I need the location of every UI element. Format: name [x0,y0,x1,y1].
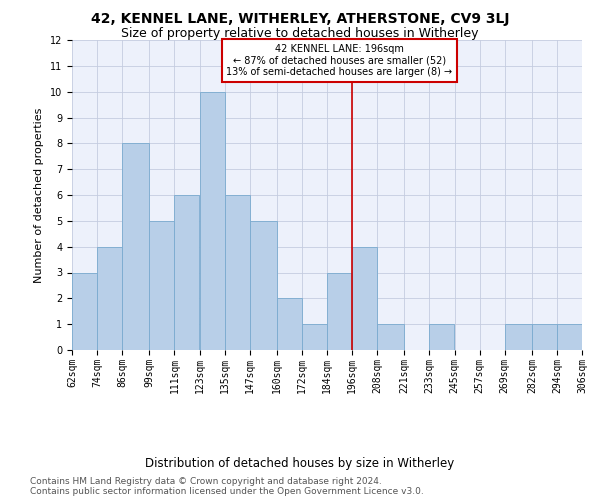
Bar [557,324,582,350]
Bar [149,221,175,350]
Bar [505,324,532,350]
Text: Size of property relative to detached houses in Witherley: Size of property relative to detached ho… [121,28,479,40]
Text: Contains HM Land Registry data © Crown copyright and database right 2024.: Contains HM Land Registry data © Crown c… [30,478,382,486]
Bar [352,246,377,350]
Text: Distribution of detached houses by size in Witherley: Distribution of detached houses by size … [145,458,455,470]
Bar [224,195,250,350]
Bar [327,272,352,350]
Y-axis label: Number of detached properties: Number of detached properties [34,108,44,282]
Bar [302,324,327,350]
Bar [377,324,404,350]
Bar [532,324,557,350]
Bar [175,195,199,350]
Bar [97,246,122,350]
Text: 42, KENNEL LANE, WITHERLEY, ATHERSTONE, CV9 3LJ: 42, KENNEL LANE, WITHERLEY, ATHERSTONE, … [91,12,509,26]
Bar [122,144,149,350]
Bar [72,272,97,350]
Bar [430,324,454,350]
Bar [250,221,277,350]
Text: 42 KENNEL LANE: 196sqm
← 87% of detached houses are smaller (52)
13% of semi-det: 42 KENNEL LANE: 196sqm ← 87% of detached… [226,44,452,77]
Bar [277,298,302,350]
Bar [200,92,224,350]
Text: Contains public sector information licensed under the Open Government Licence v3: Contains public sector information licen… [30,488,424,496]
